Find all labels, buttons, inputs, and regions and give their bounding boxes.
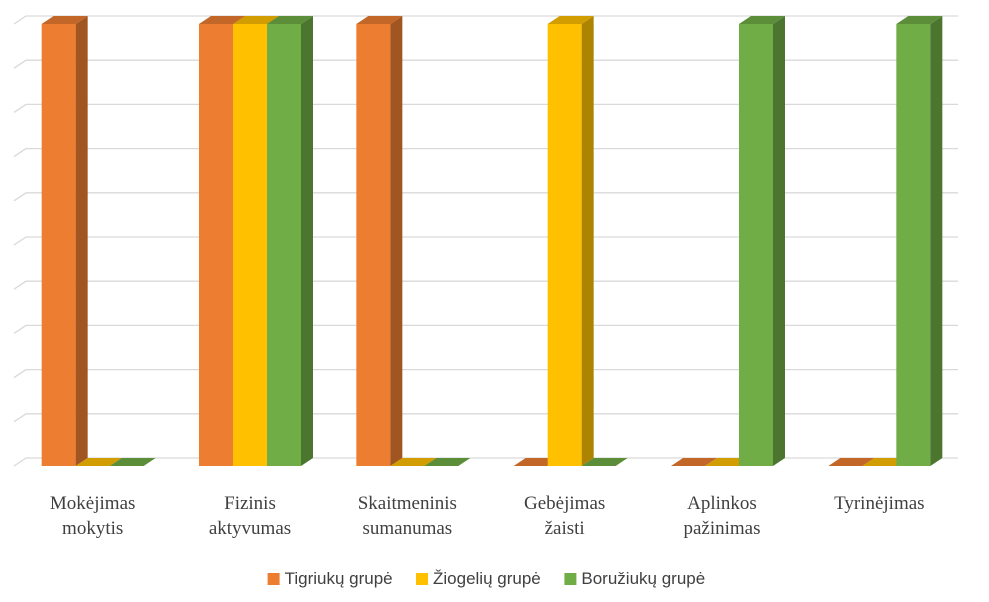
gridline-depth	[13, 192, 27, 202]
bar-0-2-side	[390, 16, 403, 466]
bar-2-5-top	[896, 16, 943, 24]
category-label-4-1: pažinimas	[683, 518, 760, 539]
category-label-3-1: žaisti	[545, 518, 585, 539]
bar-0-2-top	[356, 16, 403, 24]
bar-1-3-front	[547, 24, 582, 466]
gridline-depth	[13, 280, 27, 290]
gridline-depth	[13, 369, 27, 379]
bar-1-2-top	[390, 458, 437, 466]
category-label-2-1: sumanumas	[362, 518, 452, 539]
bar-1-3-side	[581, 16, 594, 466]
bar-0-0-front	[41, 24, 76, 466]
category-label-2-0: Skaitmeninis	[358, 493, 457, 514]
category-label-5-0: Tyrinėjimas	[834, 493, 924, 514]
bar-0-2-front	[356, 24, 391, 466]
bar-2-5-front	[896, 24, 931, 466]
gridline-depth	[13, 413, 27, 423]
legend-label-1: Žiogelių grupė	[433, 569, 541, 588]
bar-0-4-top	[671, 458, 717, 466]
legend-swatch-2	[564, 573, 577, 585]
gridline-depth	[13, 103, 27, 113]
bar-2-4-front	[739, 24, 773, 466]
legend-label-2: Boružiukų grupė	[581, 569, 705, 588]
legend-swatch-0	[267, 573, 280, 585]
gridline-depth	[13, 324, 27, 334]
category-label-1-1: aktyvumas	[209, 518, 291, 539]
bar-0-0-side	[75, 16, 88, 466]
category-label-0-0: Mokėjimas	[50, 493, 136, 514]
bar-2-1-top	[267, 16, 313, 24]
bar-1-0-top	[75, 458, 122, 466]
bar-2-5-side	[930, 16, 943, 466]
legend-label-0: Tigriukų grupė	[285, 569, 393, 588]
bar-0-5-top	[828, 458, 875, 466]
bar-0-1-front	[199, 24, 233, 466]
bar-2-1-side	[301, 16, 313, 466]
category-label-3-0: Gebėjimas	[524, 493, 605, 514]
bar-2-2-top	[424, 458, 471, 466]
bar-1-3-top	[547, 16, 594, 24]
bar-2-0-top	[109, 458, 156, 466]
gridline-depth	[13, 457, 27, 467]
gridline-depth	[13, 15, 27, 25]
bar-0-1-top	[199, 16, 245, 24]
gridline-depth	[13, 236, 27, 246]
category-label-1-0: Fizinis	[224, 493, 276, 514]
bar-1-1-front	[233, 24, 267, 466]
bar-2-1-front	[267, 24, 301, 466]
category-label-4-0: Aplinkos	[687, 493, 757, 514]
bar-0-0-top	[41, 16, 88, 24]
bar-2-4-top	[739, 16, 785, 24]
bar-2-3-top	[581, 458, 628, 466]
gridline-depth	[13, 59, 27, 69]
bar-2-4-side	[773, 16, 785, 466]
legend-swatch-1	[416, 573, 428, 585]
gridline-depth	[13, 148, 27, 158]
category-label-0-1: mokytis	[62, 518, 123, 539]
bar-1-1-top	[233, 16, 279, 24]
